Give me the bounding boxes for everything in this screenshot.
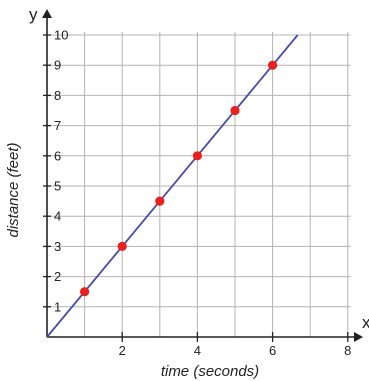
trend-line [46,34,299,338]
y-tick-label: 5 [54,179,61,194]
data-point [230,105,240,116]
x-axis-arrow [354,332,363,342]
x-tick-label: 2 [119,343,126,358]
y-tick-label: 6 [54,148,61,163]
axes: x y [29,5,369,342]
y-tick-label: 4 [54,209,61,224]
y-axis-letter: y [29,5,38,24]
y-tick-label: 2 [54,269,61,284]
x-tick-label: 6 [269,343,276,358]
x-axis-letter: x [362,313,369,332]
y-tick-label: 1 [54,299,61,314]
data-point [155,196,165,206]
y-axis-arrow [42,9,52,18]
data-point [80,287,90,297]
series [46,34,299,338]
ticks: 2 4 6 8 1 2 3 4 5 6 7 8 9 10 [43,28,351,358]
grid [47,32,351,337]
x-tick-label: 4 [194,343,201,358]
data-point [268,60,278,70]
y-tick-label: 9 [54,58,61,73]
y-tick-label: 10 [54,28,68,43]
data-point [192,151,202,161]
y-tick-label: 7 [54,118,61,133]
x-axis-title: time (seconds) [161,363,259,380]
y-tick-label: 8 [54,88,61,103]
x-tick-label: 8 [344,343,351,358]
y-axis-title: distance (feet) [5,142,22,237]
y-tick-label: 3 [54,239,61,254]
data-point [117,241,127,251]
